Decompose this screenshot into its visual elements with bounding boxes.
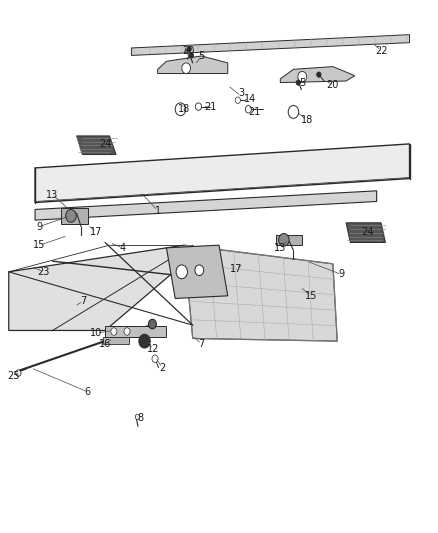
Text: 1: 1 bbox=[155, 206, 161, 215]
Text: 25: 25 bbox=[7, 371, 19, 381]
Text: 5: 5 bbox=[299, 78, 305, 87]
Text: 10: 10 bbox=[90, 328, 102, 338]
Text: 3: 3 bbox=[238, 88, 244, 98]
Text: 6: 6 bbox=[85, 387, 91, 397]
Circle shape bbox=[139, 334, 150, 348]
Circle shape bbox=[148, 319, 156, 329]
Circle shape bbox=[152, 355, 158, 362]
Text: 15: 15 bbox=[33, 240, 46, 250]
Circle shape bbox=[235, 97, 240, 103]
Polygon shape bbox=[61, 208, 88, 224]
Text: 7: 7 bbox=[198, 339, 205, 349]
Circle shape bbox=[296, 80, 300, 85]
Circle shape bbox=[195, 103, 201, 110]
Polygon shape bbox=[35, 144, 410, 203]
Text: 24: 24 bbox=[362, 227, 374, 237]
Text: 4: 4 bbox=[120, 243, 126, 253]
Circle shape bbox=[317, 72, 321, 77]
Polygon shape bbox=[35, 191, 377, 220]
Circle shape bbox=[187, 46, 191, 52]
Text: 9: 9 bbox=[36, 222, 42, 231]
Circle shape bbox=[135, 414, 140, 419]
Polygon shape bbox=[158, 56, 228, 74]
Circle shape bbox=[298, 71, 307, 82]
Text: 18: 18 bbox=[300, 115, 313, 125]
Text: 23: 23 bbox=[38, 267, 50, 277]
Text: 20: 20 bbox=[182, 46, 194, 55]
Polygon shape bbox=[9, 245, 193, 330]
Circle shape bbox=[176, 265, 187, 279]
Circle shape bbox=[182, 63, 191, 74]
Circle shape bbox=[124, 328, 130, 335]
Text: 15: 15 bbox=[305, 291, 317, 301]
Text: 18: 18 bbox=[178, 104, 190, 114]
Text: 8: 8 bbox=[137, 414, 143, 423]
Text: 13: 13 bbox=[274, 243, 286, 253]
Circle shape bbox=[16, 370, 21, 376]
Polygon shape bbox=[131, 35, 410, 55]
Text: 21: 21 bbox=[204, 102, 216, 111]
Text: 13: 13 bbox=[46, 190, 59, 199]
Text: 12: 12 bbox=[147, 344, 159, 354]
Polygon shape bbox=[105, 326, 166, 337]
Text: 21: 21 bbox=[248, 107, 260, 117]
Polygon shape bbox=[77, 136, 116, 155]
Text: 9: 9 bbox=[339, 270, 345, 279]
Polygon shape bbox=[103, 337, 129, 344]
Circle shape bbox=[66, 209, 76, 222]
Polygon shape bbox=[166, 245, 228, 298]
Text: 22: 22 bbox=[375, 46, 387, 55]
Circle shape bbox=[279, 233, 289, 246]
Text: 14: 14 bbox=[244, 94, 256, 103]
Circle shape bbox=[288, 106, 299, 118]
Text: 7: 7 bbox=[80, 296, 86, 306]
Polygon shape bbox=[276, 235, 302, 245]
Text: 2: 2 bbox=[159, 363, 165, 373]
Text: 16: 16 bbox=[99, 339, 111, 349]
Text: 17: 17 bbox=[230, 264, 243, 274]
Circle shape bbox=[111, 328, 117, 335]
Circle shape bbox=[245, 106, 251, 113]
Text: 20: 20 bbox=[327, 80, 339, 90]
Circle shape bbox=[195, 265, 204, 276]
Circle shape bbox=[189, 53, 194, 58]
Polygon shape bbox=[184, 245, 337, 341]
Text: 5: 5 bbox=[198, 51, 205, 61]
Text: 24: 24 bbox=[99, 139, 111, 149]
Circle shape bbox=[175, 103, 186, 116]
Polygon shape bbox=[280, 67, 355, 83]
Text: 17: 17 bbox=[90, 227, 102, 237]
Polygon shape bbox=[346, 223, 385, 243]
